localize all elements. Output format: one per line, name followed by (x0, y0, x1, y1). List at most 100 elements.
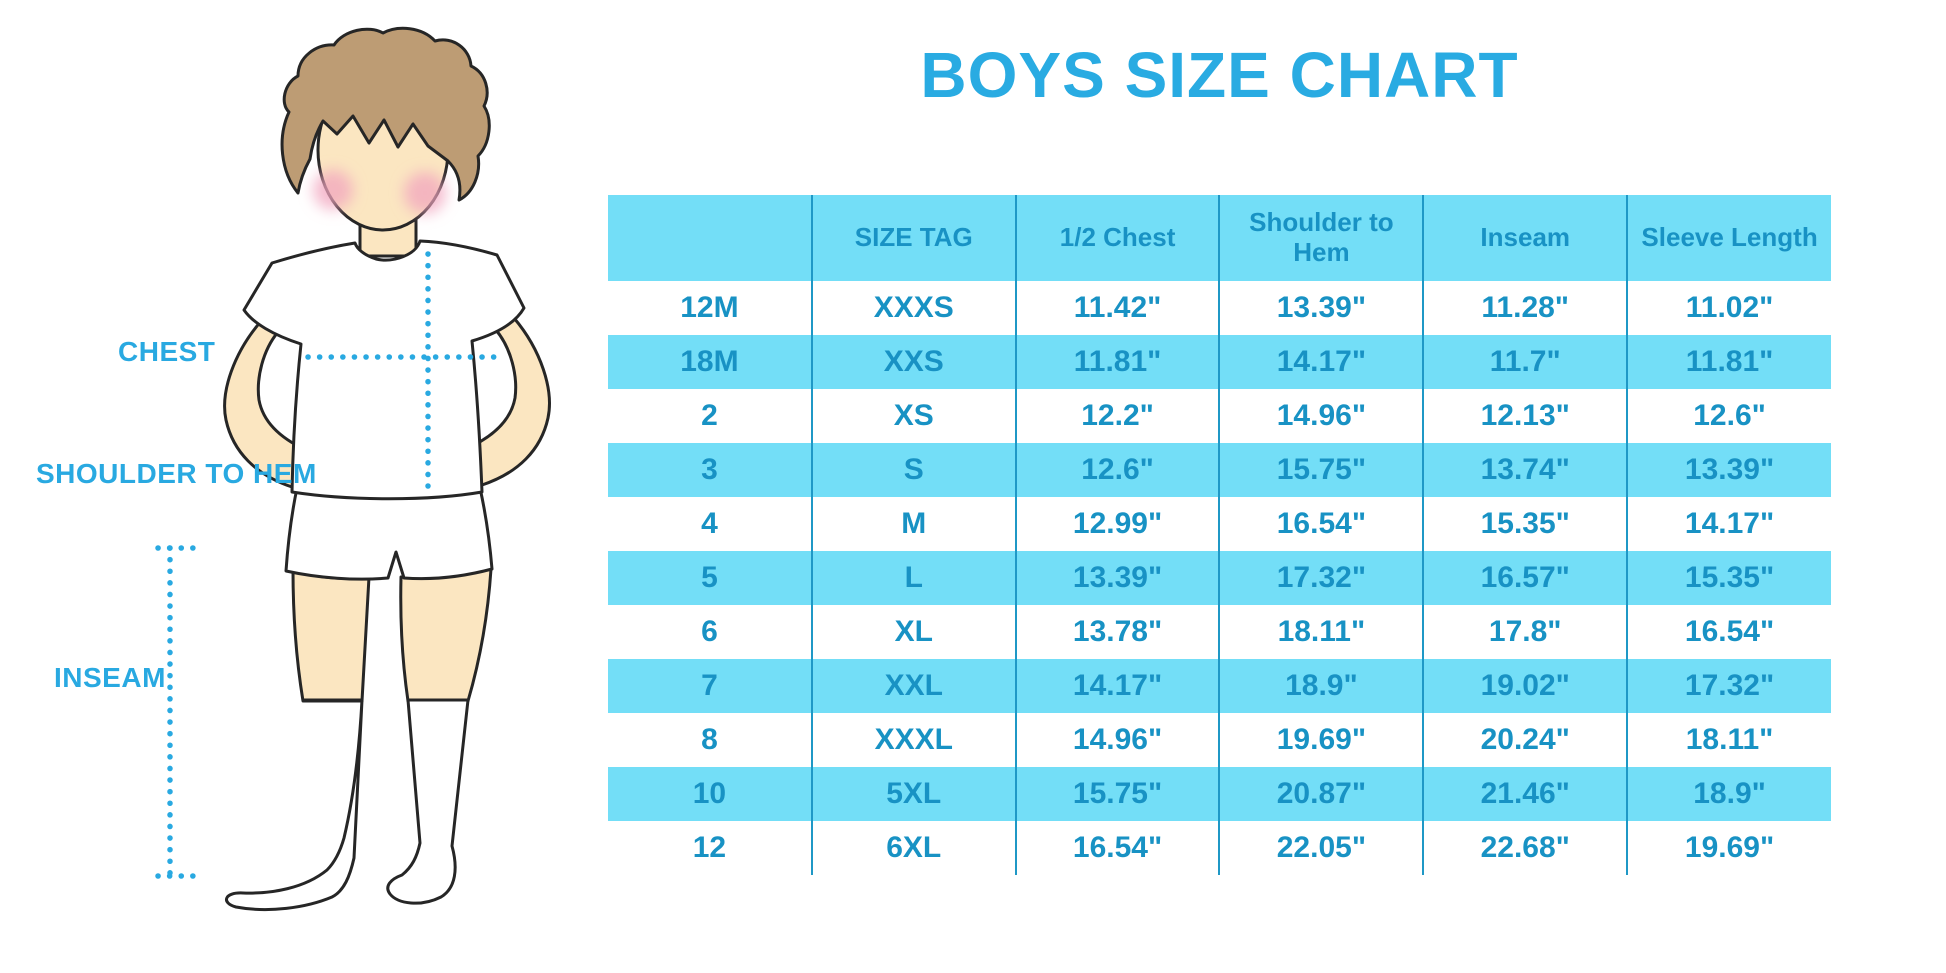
cell-size-tag: XL (811, 605, 1017, 659)
boy-cheeks (313, 170, 446, 214)
cell-size-tag: XXXS (811, 281, 1017, 335)
inseam-measure-line (155, 545, 197, 879)
cell-inseam: 15.35" (1423, 497, 1629, 551)
cell-half-chest: 12.6" (1015, 443, 1221, 497)
cell-shoulder-to-hem: 16.54" (1219, 497, 1425, 551)
col-header-size-tag: SIZE TAG (811, 195, 1017, 281)
cell-half-chest: 13.78" (1015, 605, 1221, 659)
shoulder-to-hem-label: SHOULDER TO HEM (36, 458, 317, 489)
cell-inseam: 12.13" (1423, 389, 1629, 443)
cell-sleeve-length: 13.39" (1627, 443, 1831, 497)
cell-size-tag: XXS (811, 335, 1017, 389)
cell-shoulder-to-hem: 15.75" (1219, 443, 1425, 497)
table-row: 2 XS 12.2" 14.96" 12.13" 12.6" (608, 389, 1831, 443)
cell-shoulder-to-hem: 13.39" (1219, 281, 1425, 335)
cell-shoulder-to-hem: 14.17" (1219, 335, 1425, 389)
cell-size: 12 (608, 821, 813, 875)
boys-size-table: SIZE TAG 1/2 Chest Shoulder to Hem Insea… (608, 195, 1831, 875)
boy-hair (280, 26, 491, 202)
cell-sleeve-length: 12.6" (1693, 399, 1766, 432)
cell-half-chest: 13.39" (1015, 551, 1221, 605)
cell-shoulder-to-hem: 17.32" (1219, 551, 1425, 605)
cell-shoulder-to-hem: 20.87" (1219, 767, 1425, 821)
boy-right-sock (386, 698, 470, 905)
table-row: 8 XXXL 14.96" 19.69" 20.24" 18.11" (608, 713, 1831, 767)
cell-size-tag: M (811, 497, 1017, 551)
cell-size: 8 (608, 713, 813, 767)
table-row: 3 S 12.6" 15.75" 13.74" 13.39" (608, 443, 1831, 497)
cell-size-tag: 5XL (811, 767, 1017, 821)
cell-size-tag: XS (811, 389, 1017, 443)
page-title: BOYS SIZE CHART (920, 39, 1519, 111)
cell-inseam: 21.46" (1423, 767, 1629, 821)
col-header-inseam: Inseam (1423, 195, 1629, 281)
boy-shirt (242, 239, 526, 501)
cell-half-chest: 11.42" (1015, 281, 1221, 335)
col-header-size (608, 195, 813, 281)
inseam-label: INSEAM (54, 662, 166, 693)
cell-half-chest: 11.81" (1015, 335, 1221, 389)
cell-inseam: 11.7" (1423, 335, 1629, 389)
cell-half-chest: 12.99" (1015, 497, 1221, 551)
cell-size-tag: L (811, 551, 1017, 605)
cell-sleeve-length: 18.9" (1627, 767, 1831, 821)
cell-sleeve-length: 11.81" (1627, 335, 1831, 389)
boy-left-sock (225, 698, 364, 912)
cell-shoulder-to-hem: 14.96" (1219, 389, 1425, 443)
boy-left-thigh (291, 568, 371, 703)
cell-half-chest: 14.17" (1015, 659, 1221, 713)
cell-size: 2 (608, 389, 813, 443)
col-header-sleeve-length: Sleeve Length (1627, 195, 1831, 281)
cell-inseam: 17.8" (1423, 605, 1629, 659)
cell-size: 3 (608, 443, 813, 497)
cell-size-tag: XXXL (811, 713, 1017, 767)
cell-half-chest: 15.75" (1015, 767, 1221, 821)
header-row: SIZE TAG 1/2 Chest Shoulder to Hem Insea… (608, 195, 1831, 281)
cell-inseam: 19.02" (1423, 659, 1629, 713)
cell-size: 7 (608, 659, 813, 713)
cell-inseam: 22.68" (1423, 821, 1629, 875)
cell-shoulder-to-hem: 19.69" (1219, 713, 1425, 767)
col-header-half-chest: 1/2 Chest (1015, 195, 1221, 281)
cell-half-chest: 14.96" (1015, 713, 1221, 767)
cell-shoulder-to-hem: 18.11" (1219, 605, 1425, 659)
cell-size-tag: 6XL (811, 821, 1017, 875)
cell-sleeve-length: 17.32" (1627, 659, 1831, 713)
boy-shorts (284, 486, 494, 581)
cell-size: 5 (608, 551, 813, 605)
cell-half-chest: 16.54" (1015, 821, 1221, 875)
cell-size: 10 (608, 767, 813, 821)
table-row: 6 XL 13.78" 18.11" 17.8" 16.54" (608, 605, 1831, 659)
boy-illustration (155, 26, 551, 912)
cell-sleeve-length: 18.11" (1685, 723, 1774, 756)
cell-sleeve-length: 15.35" (1627, 551, 1831, 605)
cell-shoulder-to-hem: 22.05" (1219, 821, 1425, 875)
table-row: 4 M 12.99" 16.54" 15.35" 14.17" (608, 497, 1831, 551)
cell-shoulder-to-hem: 18.9" (1219, 659, 1425, 713)
cell-size-tag: XXL (811, 659, 1017, 713)
chest-label: CHEST (118, 336, 216, 367)
cell-sleeve-length: 16.54" (1684, 615, 1775, 648)
cell-sleeve-length: 19.69" (1684, 831, 1775, 864)
table-row: 7 XXL 14.17" 18.9" 19.02" 17.32" (608, 659, 1831, 713)
table-row: 10 5XL 15.75" 20.87" 21.46" 18.9" (608, 767, 1831, 821)
cell-half-chest: 12.2" (1015, 389, 1221, 443)
table-row: 12 6XL 16.54" 22.05" 22.68" 19.69" (608, 821, 1831, 875)
cell-size: 18M (608, 335, 813, 389)
cell-sleeve-length: 11.02" (1685, 291, 1774, 324)
cell-sleeve-length: 14.17" (1684, 507, 1775, 540)
cell-inseam: 20.24" (1423, 713, 1629, 767)
table-row: 5 L 13.39" 17.32" 16.57" 15.35" (608, 551, 1831, 605)
cell-inseam: 13.74" (1423, 443, 1629, 497)
boy-right-thigh (399, 567, 493, 703)
cell-size: 4 (608, 497, 813, 551)
table-header: SIZE TAG 1/2 Chest Shoulder to Hem Insea… (608, 195, 1831, 281)
cell-size: 12M (608, 281, 813, 335)
cell-size: 6 (608, 605, 813, 659)
table-row: 12M XXXS 11.42" 13.39" 11.28" 11.02" (608, 281, 1831, 335)
cell-inseam: 11.28" (1423, 281, 1629, 335)
cell-size-tag: S (811, 443, 1017, 497)
cell-inseam: 16.57" (1423, 551, 1629, 605)
table-row: 18M XXS 11.81" 14.17" 11.7" 11.81" (608, 335, 1831, 389)
